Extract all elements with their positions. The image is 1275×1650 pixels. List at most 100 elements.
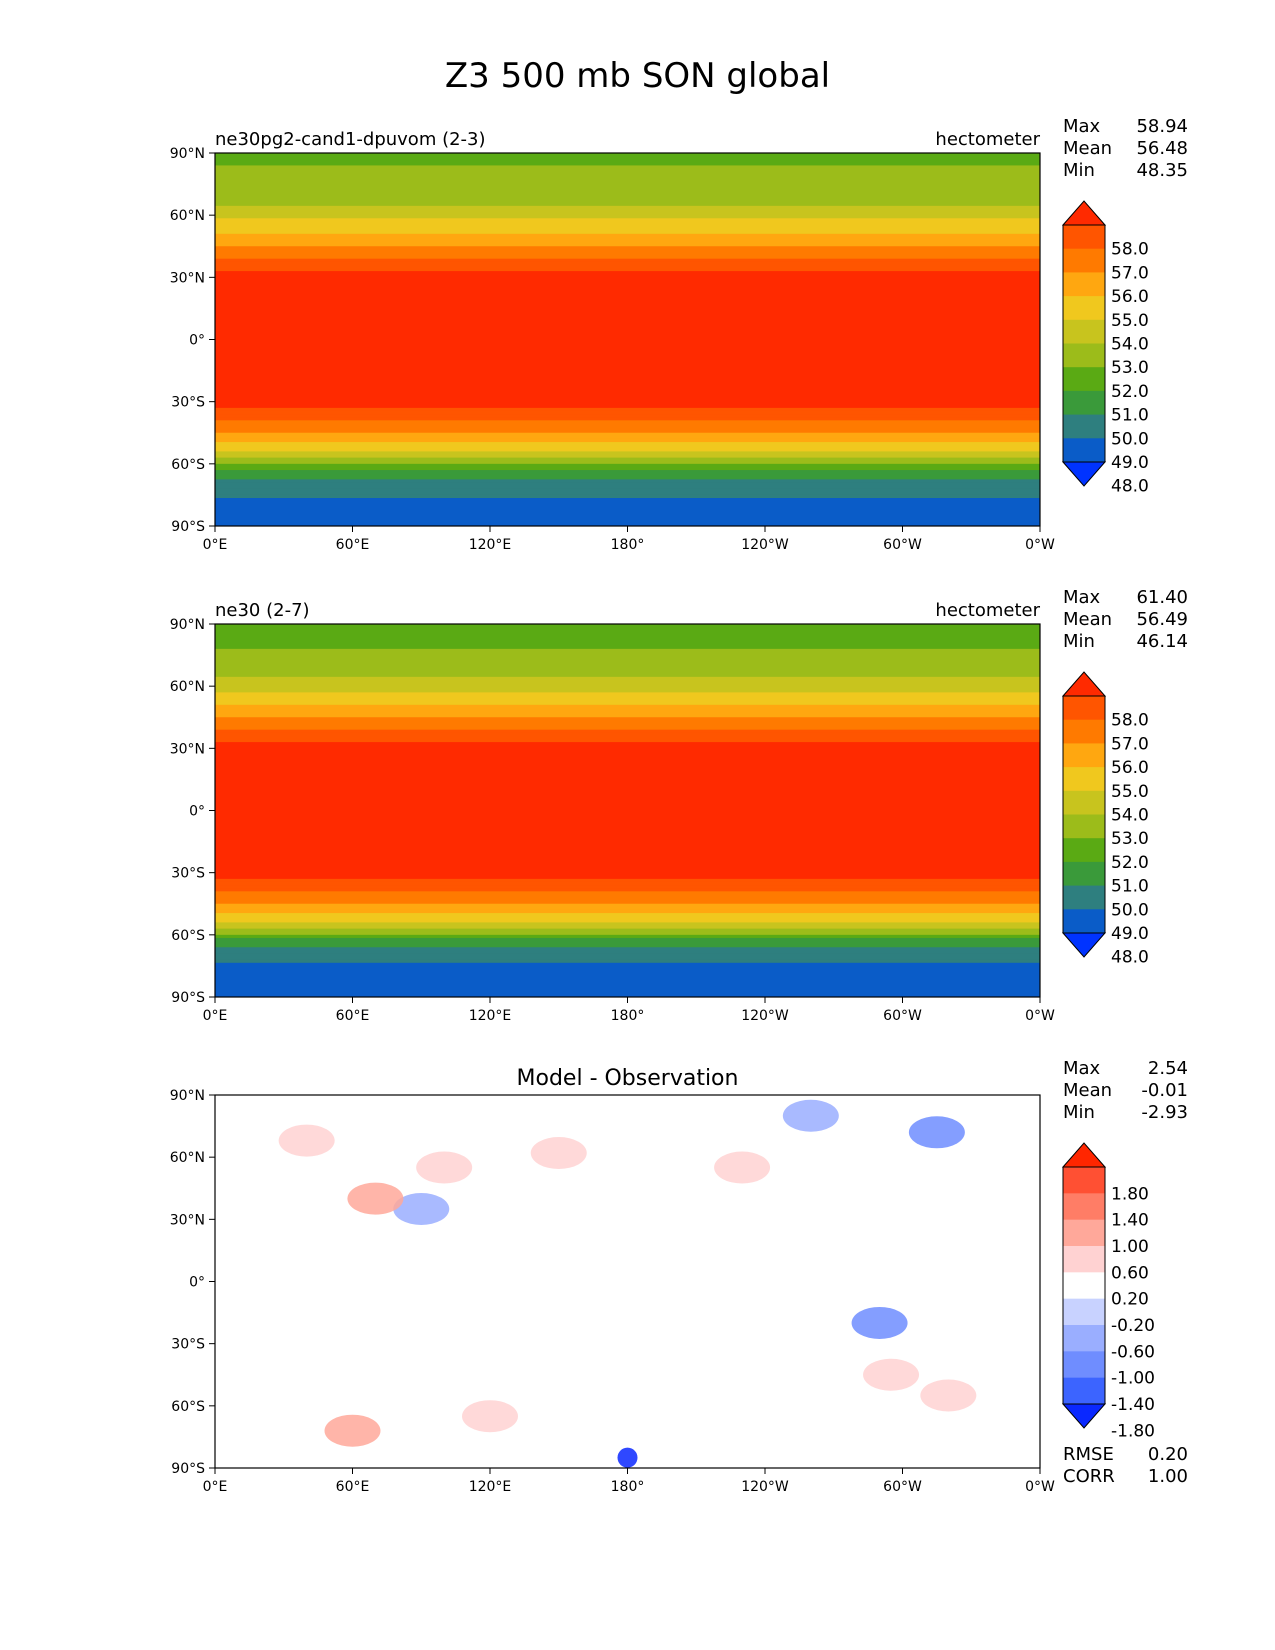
contour-band: [215, 826, 1040, 830]
contour-band: [215, 280, 1040, 285]
contour-band: [215, 735, 1040, 740]
colorbar-tick-label: 52.0: [1111, 382, 1149, 402]
contour-band: [215, 754, 1040, 759]
contour-band: [215, 479, 1040, 484]
map-panel-3: 90°N 60°N 30°N 0° 30°S 60°S 90°S 0°E 60°E 120°E 18…: [170, 1058, 1188, 1495]
contour-band: [215, 934, 1040, 939]
stat-label: Min: [1063, 631, 1095, 652]
contour-band: [215, 243, 1040, 247]
map-field: [215, 153, 1040, 526]
contour-band: [215, 748, 1040, 753]
contour-band: [215, 919, 1040, 923]
colorbar-tick-label: 49.0: [1111, 924, 1149, 944]
contour-band: [215, 953, 1040, 958]
contour-band: [215, 336, 1040, 341]
colorbar-tick-label: 1.00: [1111, 1237, 1149, 1257]
colorbar-tick-label: 1.80: [1111, 1184, 1149, 1204]
contour-band: [215, 252, 1040, 257]
contour-band: [215, 633, 1040, 638]
contour-band: [215, 913, 1040, 917]
contour-band: [215, 776, 1040, 781]
anomaly-patch: [324, 1414, 381, 1447]
contour-band: [215, 863, 1040, 868]
colorbar-band: [1063, 814, 1105, 839]
lon-tick-label: 0°E: [203, 1479, 228, 1495]
lon-tick-label: 0°E: [203, 537, 228, 553]
contour-band: [215, 785, 1040, 790]
contour-band: [215, 476, 1040, 480]
colorbar-band: [1063, 1246, 1105, 1273]
contour-band: [215, 407, 1040, 412]
contour-band: [215, 801, 1040, 805]
stat-label: Mean: [1063, 609, 1112, 630]
contour-band: [215, 156, 1040, 160]
contour-band: [215, 888, 1040, 892]
lon-tick-label: 0°W: [1025, 1479, 1055, 1495]
contour-band: [215, 516, 1040, 521]
lon-tick-label: 0°W: [1025, 1008, 1055, 1024]
contour-band: [215, 159, 1040, 163]
contour-band: [215, 376, 1040, 381]
contour-band: [215, 190, 1040, 195]
contour-band: [215, 317, 1040, 322]
contour-band: [215, 227, 1040, 232]
colorbar-tick-label: 0.60: [1111, 1263, 1149, 1283]
lat-tick-label: 60°N: [170, 679, 205, 695]
colorbar-band: [1063, 838, 1105, 863]
lat-tick-label: 30°S: [171, 395, 205, 411]
anomaly-patch: [782, 1099, 839, 1132]
colorbar-band: [1063, 1325, 1105, 1352]
contour-band: [215, 860, 1040, 864]
contour-band: [215, 891, 1040, 896]
contour-band: [215, 990, 1040, 995]
map-field: [215, 1095, 1040, 1468]
contour-band: [215, 673, 1040, 678]
colorbar-band: [1063, 696, 1105, 721]
contour-band: [215, 473, 1040, 477]
contour-band: [215, 355, 1040, 359]
colorbar-band: [1063, 319, 1105, 344]
lat-tick-label: 30°N: [170, 741, 205, 757]
colorbar-tick-label: 50.0: [1111, 429, 1149, 449]
contour-band: [215, 798, 1040, 802]
colorbar-extend-bottom: [1061, 461, 1107, 487]
contour-band: [215, 345, 1040, 350]
contour-band: [215, 984, 1040, 989]
colorbar-tick-label: 48.0: [1111, 477, 1149, 497]
contour-band: [215, 686, 1040, 690]
contour-band: [215, 956, 1040, 961]
contour-band: [215, 174, 1040, 179]
contour-band: [215, 981, 1040, 986]
contour-band: [215, 683, 1040, 687]
colorbar-band: [1063, 1167, 1105, 1194]
metric-label: RMSE: [1063, 1444, 1114, 1465]
colorbar: 58.0 57.0 56.0 55.0 54.0 53.0 52.0 51.0 50.0 49.0…: [1061, 671, 1149, 968]
contour-band: [215, 494, 1040, 499]
contour-band: [215, 770, 1040, 774]
contour-band: [215, 866, 1040, 871]
contour-band: [215, 435, 1040, 440]
contour-band: [215, 900, 1040, 905]
contour-band: [215, 869, 1040, 874]
contour-band: [215, 249, 1040, 254]
contour-band: [215, 689, 1040, 693]
contour-band: [215, 224, 1040, 229]
panel-units: hectometer: [935, 600, 1040, 621]
contour-band: [215, 426, 1040, 431]
contour-band: [215, 720, 1040, 725]
contour-band: [215, 302, 1040, 306]
contour-band: [215, 645, 1040, 650]
contour-band: [215, 392, 1040, 397]
lat-tick-label: 90°S: [171, 990, 205, 1006]
contour-band: [215, 931, 1040, 936]
colorbar-tick-label: 52.0: [1111, 853, 1149, 873]
contour-band: [215, 922, 1040, 927]
contour-band: [215, 642, 1040, 647]
contour-band: [215, 320, 1040, 325]
contour-band: [215, 763, 1040, 768]
colorbar-frame: [1062, 224, 1106, 463]
contour-band: [215, 305, 1040, 310]
contour-band: [215, 292, 1040, 297]
lon-tick-label: 120°W: [741, 1008, 789, 1024]
colorbar-band: [1063, 367, 1105, 392]
